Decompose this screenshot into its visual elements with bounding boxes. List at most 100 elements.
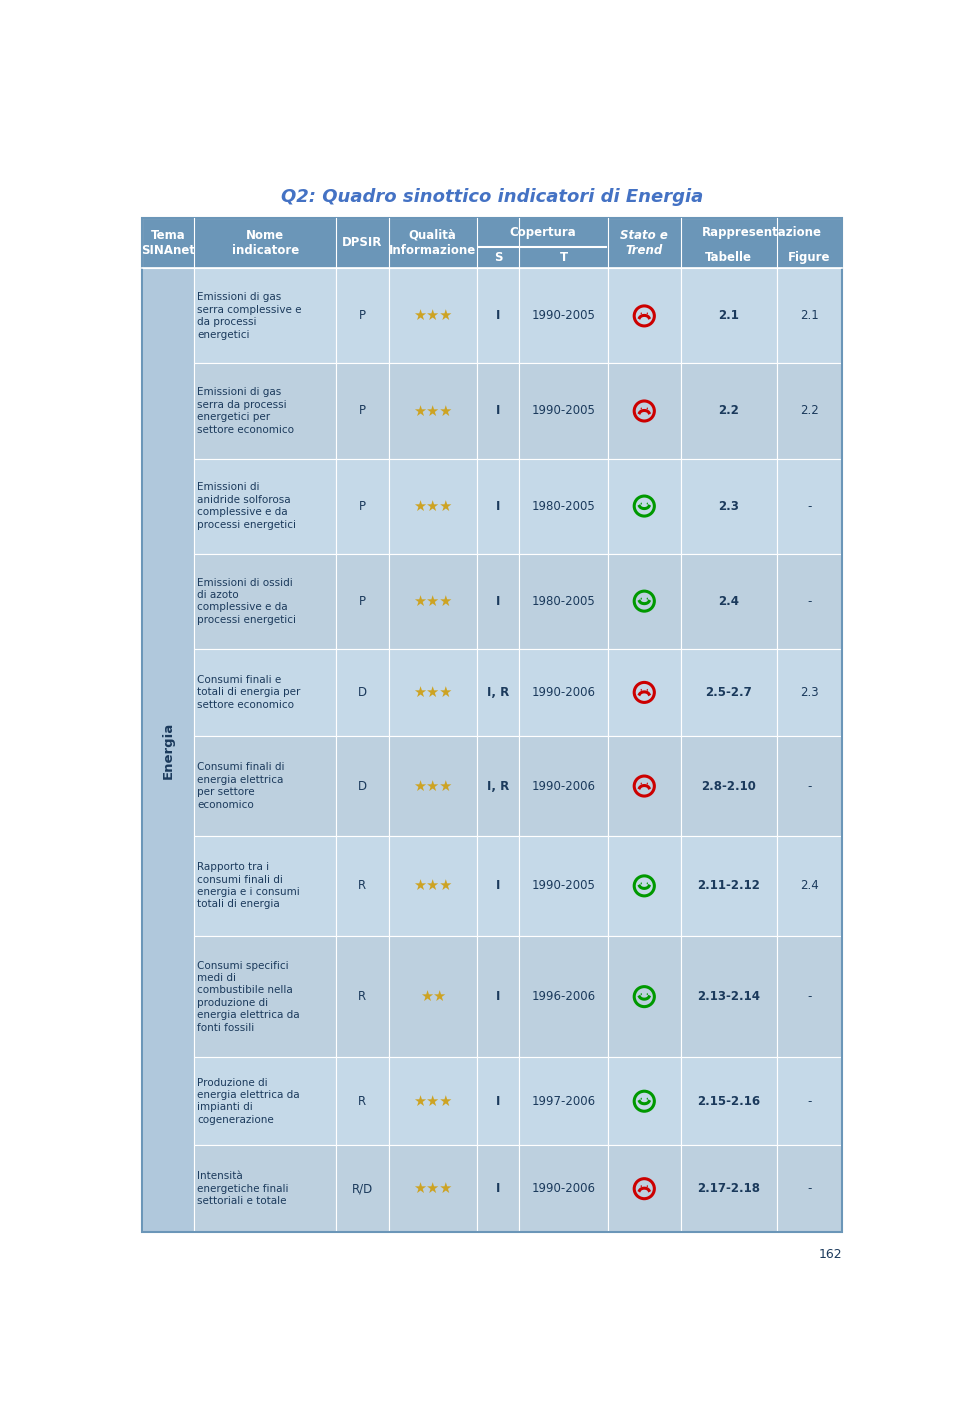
Bar bbox=[477, 364, 519, 458]
Ellipse shape bbox=[647, 783, 648, 784]
Text: Stato e
Trend: Stato e Trend bbox=[620, 228, 668, 257]
Bar bbox=[194, 458, 336, 554]
Ellipse shape bbox=[640, 598, 642, 600]
Bar bbox=[777, 554, 842, 648]
Text: Intensità
energetiche finali
settoriali e totale: Intensità energetiche finali settoriali … bbox=[197, 1171, 289, 1207]
Text: I: I bbox=[496, 594, 500, 608]
Bar bbox=[519, 835, 608, 935]
Bar bbox=[608, 554, 681, 648]
Text: I: I bbox=[496, 990, 500, 1002]
Text: ★★★: ★★★ bbox=[413, 308, 452, 323]
Text: 2.11-2.12: 2.11-2.12 bbox=[697, 880, 760, 892]
Text: ★★★: ★★★ bbox=[413, 594, 452, 608]
Text: Produzione di
energia elettrica da
impianti di
cogenerazione: Produzione di energia elettrica da impia… bbox=[197, 1078, 300, 1125]
Ellipse shape bbox=[640, 783, 642, 784]
Text: 1980-2005: 1980-2005 bbox=[532, 500, 595, 513]
Text: I, R: I, R bbox=[487, 780, 509, 793]
Ellipse shape bbox=[640, 883, 642, 884]
Text: ★★: ★★ bbox=[420, 990, 445, 1004]
Text: Copertura: Copertura bbox=[509, 226, 576, 238]
Bar bbox=[608, 458, 681, 554]
Text: 1990-2006: 1990-2006 bbox=[532, 685, 595, 698]
Bar bbox=[389, 648, 477, 737]
Bar bbox=[681, 648, 777, 737]
Text: ★★★: ★★★ bbox=[413, 404, 452, 418]
Bar bbox=[777, 1058, 842, 1145]
Text: -: - bbox=[807, 1182, 812, 1195]
Bar bbox=[336, 1058, 389, 1145]
Text: I: I bbox=[496, 500, 500, 513]
Text: ★★★: ★★★ bbox=[413, 878, 452, 894]
Text: Tabelle: Tabelle bbox=[706, 251, 753, 264]
Bar bbox=[777, 268, 842, 364]
Text: R: R bbox=[358, 990, 367, 1002]
Bar bbox=[477, 737, 519, 835]
Text: -: - bbox=[807, 1095, 812, 1108]
Text: -: - bbox=[807, 990, 812, 1002]
Text: 1990-2006: 1990-2006 bbox=[532, 1182, 595, 1195]
Text: Qualità
Informazione: Qualità Informazione bbox=[389, 228, 476, 257]
Text: Figure: Figure bbox=[788, 251, 830, 264]
Bar bbox=[194, 1145, 336, 1232]
Text: Consumi specifici
medi di
combustibile nella
produzione di
energia elettrica da
: Consumi specifici medi di combustibile n… bbox=[197, 961, 300, 1032]
Bar bbox=[389, 1058, 477, 1145]
Bar bbox=[477, 935, 519, 1058]
Ellipse shape bbox=[640, 688, 642, 691]
Bar bbox=[519, 737, 608, 835]
Text: 2.1: 2.1 bbox=[718, 310, 739, 323]
Bar bbox=[519, 458, 608, 554]
Bar bbox=[194, 835, 336, 935]
Bar bbox=[194, 554, 336, 648]
Bar bbox=[142, 268, 194, 1232]
Text: D: D bbox=[358, 685, 367, 698]
Bar bbox=[681, 737, 777, 835]
Text: Emissioni di ossidi
di azoto
complessive e da
processi energetici: Emissioni di ossidi di azoto complessive… bbox=[197, 577, 296, 624]
Bar bbox=[336, 935, 389, 1058]
Bar bbox=[194, 935, 336, 1058]
Text: Consumi finali e
totali di energia per
settore economico: Consumi finali e totali di energia per s… bbox=[197, 675, 300, 710]
Bar bbox=[389, 364, 477, 458]
Bar bbox=[336, 268, 389, 364]
Bar bbox=[777, 935, 842, 1058]
Text: 2.8-2.10: 2.8-2.10 bbox=[702, 780, 756, 793]
Ellipse shape bbox=[647, 1098, 648, 1100]
Bar bbox=[519, 1145, 608, 1232]
Bar bbox=[477, 648, 519, 737]
Ellipse shape bbox=[640, 503, 642, 504]
Text: -: - bbox=[807, 594, 812, 608]
Bar bbox=[777, 835, 842, 935]
Bar bbox=[777, 458, 842, 554]
Text: Nome
indicatore: Nome indicatore bbox=[231, 228, 299, 257]
Text: P: P bbox=[359, 594, 366, 608]
Text: DPSIR: DPSIR bbox=[342, 237, 383, 250]
Bar bbox=[194, 268, 336, 364]
Text: Emissioni di gas
serra complessive e
da processi
energetici: Emissioni di gas serra complessive e da … bbox=[197, 293, 301, 340]
Bar bbox=[336, 648, 389, 737]
Text: 1990-2006: 1990-2006 bbox=[532, 780, 595, 793]
Text: 2.15-2.16: 2.15-2.16 bbox=[697, 1095, 760, 1108]
Ellipse shape bbox=[647, 503, 648, 504]
Bar bbox=[681, 1058, 777, 1145]
Bar bbox=[194, 364, 336, 458]
Bar bbox=[336, 1145, 389, 1232]
Bar bbox=[608, 737, 681, 835]
Bar bbox=[336, 364, 389, 458]
Text: P: P bbox=[359, 500, 366, 513]
Text: Rapporto tra i
consumi finali di
energia e i consumi
totali di energia: Rapporto tra i consumi finali di energia… bbox=[197, 863, 300, 910]
Text: P: P bbox=[359, 404, 366, 417]
Ellipse shape bbox=[640, 1098, 642, 1100]
Ellipse shape bbox=[640, 407, 642, 410]
Bar bbox=[681, 364, 777, 458]
Bar bbox=[477, 268, 519, 364]
Text: 1997-2006: 1997-2006 bbox=[532, 1095, 595, 1108]
Bar bbox=[608, 1145, 681, 1232]
Text: ★★★: ★★★ bbox=[413, 498, 452, 514]
Bar bbox=[519, 364, 608, 458]
Bar bbox=[681, 268, 777, 364]
Ellipse shape bbox=[640, 992, 642, 995]
Bar bbox=[336, 835, 389, 935]
Text: Energia: Energia bbox=[161, 721, 175, 780]
Bar bbox=[477, 1145, 519, 1232]
Bar bbox=[194, 737, 336, 835]
Text: Consumi finali di
energia elettrica
per settore
economico: Consumi finali di energia elettrica per … bbox=[197, 763, 284, 810]
